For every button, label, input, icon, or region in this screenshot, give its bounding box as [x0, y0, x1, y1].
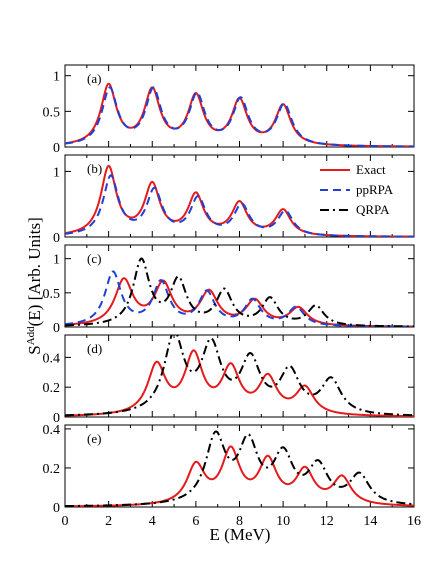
- x-tick-label: 12: [320, 514, 334, 529]
- x-tick-label: 10: [276, 514, 290, 529]
- panel-a: 0 0.5 1 (a): [43, 64, 415, 156]
- panel-frame: [64, 64, 415, 148]
- y-tick-label: 1: [53, 165, 60, 180]
- panel-c: 0 0.5 1 (c): [43, 244, 415, 336]
- y-tick-label: 0: [53, 321, 60, 336]
- series-exact-line: [65, 349, 414, 417]
- x-tick-label: 6: [192, 514, 199, 529]
- x-tick-label: 0: [62, 514, 69, 529]
- panel-tag: (a): [87, 71, 101, 86]
- y-tick-label: 1: [53, 253, 60, 268]
- panel-tag: (d): [87, 341, 102, 356]
- y-tick-label: 0.4: [43, 423, 61, 438]
- x-tick-label: 8: [236, 514, 243, 529]
- panel-tag: (c): [87, 251, 101, 266]
- y-tick-label: 0: [53, 231, 60, 246]
- panel-tag: (b): [87, 161, 102, 176]
- series-qrpa-line: [65, 430, 414, 507]
- x-axis-label: E (MeV): [210, 525, 271, 544]
- panel-d: 0 0.2 0.4 (d): [43, 334, 415, 426]
- legend-label-qrpa: QRPA: [356, 202, 390, 217]
- x-axis-tick-labels: 0 2 4 6 8 10 12 14 16: [62, 514, 422, 529]
- series-pprpa-line: [65, 86, 414, 147]
- y-tick-label: 0: [53, 141, 60, 156]
- legend-label-exact: Exact: [356, 162, 386, 177]
- series-qrpa-line: [65, 335, 414, 417]
- series-exact-line: [65, 277, 414, 327]
- y-tick-label: 1: [53, 70, 60, 85]
- panel-e: 0 0.2 0.4 (e): [43, 423, 415, 516]
- legend: Exact ppRPA QRPA: [320, 162, 394, 217]
- panel-tag: (e): [87, 431, 101, 446]
- y-tick-label: 0.4: [43, 351, 61, 366]
- y-axis-label-text: SAdd(E) [Arb. Units]: [25, 217, 44, 354]
- y-tick-label: 0: [53, 411, 60, 426]
- y-tick-label: 0: [53, 501, 60, 516]
- y-label-rest: (E) [Arb. Units]: [25, 217, 44, 326]
- panels-group: 0 0.5 1 (a) 0 1 (b) 0 0.5 1 (c) 0 0.2 0.4 (d) 0 0.2 0.4 (e…: [43, 64, 415, 516]
- x-tick-label: 16: [407, 514, 421, 529]
- series-pprpa-line: [65, 174, 414, 237]
- x-tick-label: 14: [363, 514, 377, 529]
- x-tick-label: 4: [149, 514, 156, 529]
- legend-label-pprpa: ppRPA: [356, 182, 394, 197]
- series-exact-line: [65, 445, 414, 507]
- y-tick-label: 0.2: [43, 462, 61, 477]
- panel-frame: [64, 334, 415, 418]
- y-tick-label: 0.5: [43, 105, 61, 120]
- y-label-sup: Add: [25, 326, 37, 345]
- series-exact-line: [65, 82, 414, 147]
- panel-frame: [64, 244, 415, 328]
- x-tick-label: 2: [105, 514, 112, 529]
- y-tick-label: 0.5: [43, 287, 61, 302]
- series-qrpa-line: [65, 257, 414, 327]
- y-label-main: S: [25, 345, 44, 354]
- series-pprpa-line: [65, 270, 414, 327]
- panel-b: 0 1 (b): [53, 154, 415, 246]
- y-tick-label: 0.2: [43, 381, 61, 396]
- y-axis-label: SAdd(E) [Arb. Units]: [25, 217, 44, 354]
